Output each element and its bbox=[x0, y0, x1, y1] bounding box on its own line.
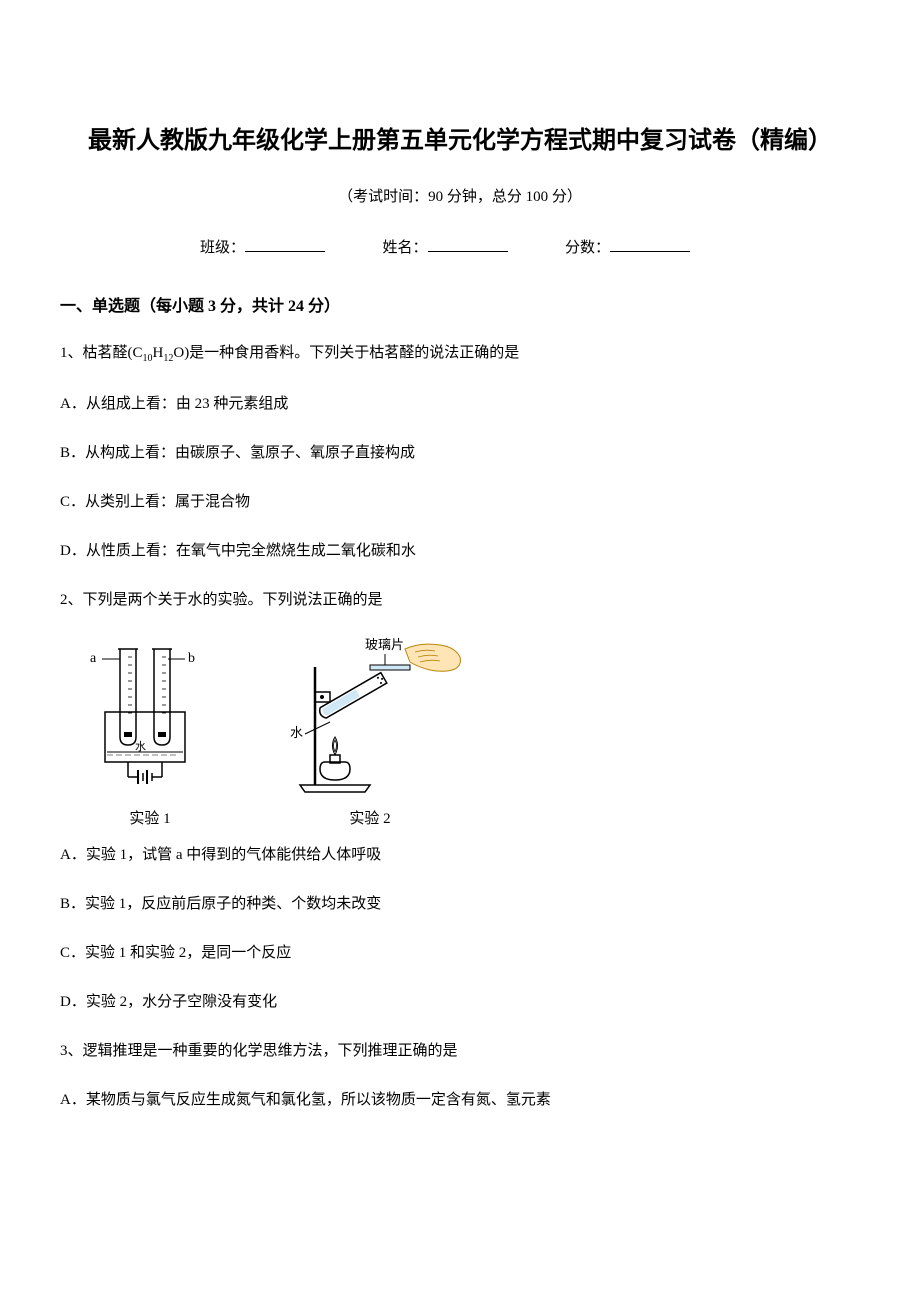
question-1: 1、枯茗醛(C10H12O)是一种食用香料。下列关于枯茗醛的说法正确的是 bbox=[60, 341, 860, 367]
score-blank bbox=[610, 237, 690, 252]
svg-text:a: a bbox=[90, 651, 97, 666]
question-3: 3、逻辑推理是一种重要的化学思维方法，下列推理正确的是 bbox=[60, 1039, 860, 1063]
score-label: 分数： bbox=[565, 240, 610, 256]
question-2: 2、下列是两个关于水的实验。下列说法正确的是 bbox=[60, 588, 860, 612]
class-label: 班级： bbox=[200, 240, 245, 256]
figure-2-box: 玻璃片 bbox=[270, 637, 470, 828]
name-label: 姓名： bbox=[383, 240, 428, 256]
section-1-header: 一、单选题（每小题 3 分，共计 24 分） bbox=[60, 292, 860, 316]
name-blank bbox=[428, 237, 508, 252]
q1-text-mid-2: O)是一种食用香料。下列关于枯茗醛的说法正确的是 bbox=[173, 345, 519, 361]
svg-text:水: 水 bbox=[290, 725, 303, 740]
q2-option-b: B．实验 1，反应前后原子的种类、个数均未改变 bbox=[60, 892, 860, 916]
q1-text-prefix: 1、枯茗醛(C bbox=[60, 345, 143, 361]
experiment-2-diagram: 玻璃片 bbox=[270, 637, 470, 797]
svg-text:b: b bbox=[188, 651, 195, 666]
q2-option-c: C．实验 1 和实验 2，是同一个反应 bbox=[60, 941, 860, 965]
exam-title: 最新人教版九年级化学上册第五单元化学方程式期中复习试卷（精编） bbox=[60, 120, 860, 155]
q1-sub-2: 12 bbox=[163, 353, 173, 364]
q1-option-a: A．从组成上看：由 23 种元素组成 bbox=[60, 392, 860, 416]
figure-2-label: 实验 2 bbox=[349, 807, 390, 828]
q1-text-mid-1: H bbox=[153, 345, 164, 361]
exam-info: （考试时间：90 分钟，总分 100 分） bbox=[60, 185, 860, 206]
svg-text:水: 水 bbox=[135, 740, 146, 753]
figure-1-box: a b 水 bbox=[80, 637, 220, 828]
figure-1-label: 实验 1 bbox=[129, 807, 170, 828]
q1-option-b: B．从构成上看：由碳原子、氢原子、氧原子直接构成 bbox=[60, 441, 860, 465]
q3-option-a: A．某物质与氯气反应生成氮气和氯化氢，所以该物质一定含有氮、氢元素 bbox=[60, 1088, 860, 1112]
q2-option-a: A．实验 1，试管 a 中得到的气体能供给人体呼吸 bbox=[60, 843, 860, 867]
q1-option-c: C．从类别上看：属于混合物 bbox=[60, 490, 860, 514]
q1-option-d: D．从性质上看：在氧气中完全燃烧生成二氧化碳和水 bbox=[60, 539, 860, 563]
figures-container: a b 水 bbox=[80, 637, 860, 828]
class-blank bbox=[245, 237, 325, 252]
q2-option-d: D．实验 2，水分子空隙没有变化 bbox=[60, 990, 860, 1014]
student-info: 班级： 姓名： 分数： bbox=[60, 236, 860, 257]
q1-sub-1: 10 bbox=[143, 353, 153, 364]
svg-text:玻璃片: 玻璃片 bbox=[365, 637, 404, 652]
experiment-1-diagram: a b 水 bbox=[80, 637, 220, 797]
